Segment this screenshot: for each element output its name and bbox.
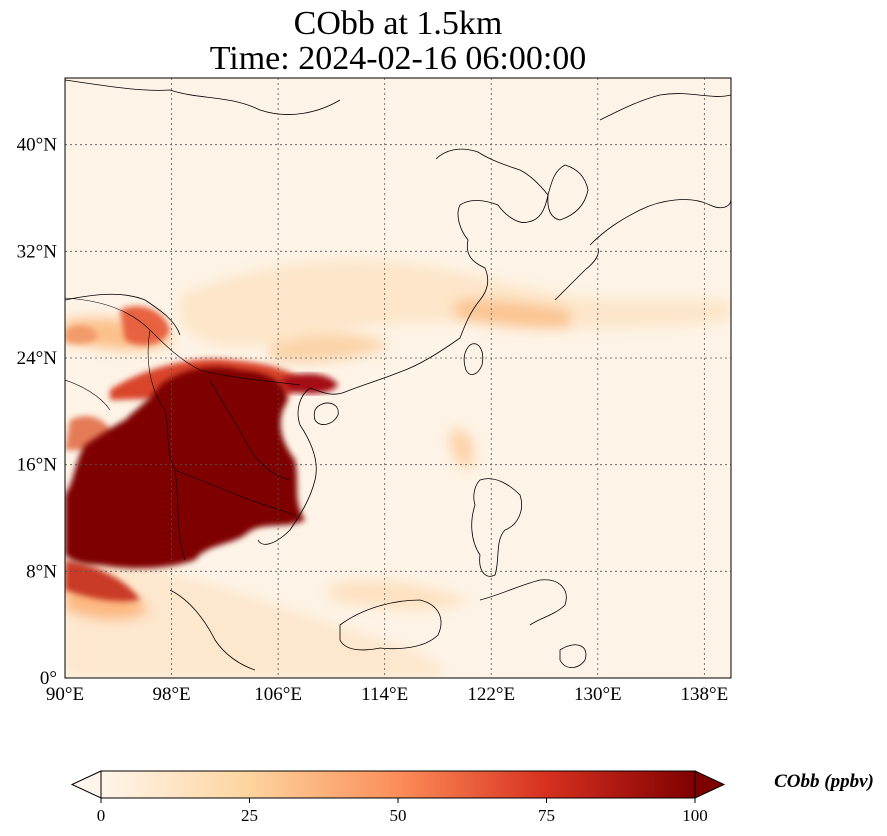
plume-dense — [65, 366, 305, 569]
lon-ticks: 90°E 98°E 106°E 114°E 122°E 130°E 138°E — [46, 684, 728, 705]
lat-tick-label: 32°N — [17, 241, 58, 262]
country-borders — [65, 297, 301, 561]
lon-tick-label: 114°E — [361, 684, 408, 705]
lat-tick-label: 0° — [40, 668, 57, 689]
lat-tick-label: 16°N — [17, 455, 58, 476]
colorbar-label: CObb (ppbv) — [774, 771, 874, 792]
lat-tick-label: 40°N — [17, 135, 58, 156]
colorbar-extend-high — [694, 770, 726, 799]
gridlines — [65, 78, 731, 678]
lat-tick-label: 24°N — [17, 348, 58, 369]
colorbar-extend-low — [70, 770, 102, 799]
colorbar-gradient — [101, 771, 695, 798]
lon-tick-label: 138°E — [681, 684, 729, 705]
lon-tick-label: 106°E — [254, 684, 302, 705]
plume-dense-east — [280, 373, 338, 394]
map-title: CObb at 1.5km — [293, 5, 503, 42]
lon-tick-label: 122°E — [467, 684, 515, 705]
colorbar-ticks: 0 25 50 75 100 — [97, 798, 708, 825]
lon-tick-label: 98°E — [152, 684, 190, 705]
coastlines — [65, 79, 731, 671]
colorbar-tick-label: 0 — [97, 806, 106, 825]
lat-tick-label: 8°N — [26, 561, 57, 582]
lat-ticks: 0° 8°N 16°N 24°N 32°N 40°N — [17, 135, 58, 689]
colorbar-tick-label: 25 — [241, 806, 258, 825]
colorbar-tick-label: 100 — [682, 806, 708, 825]
map-subtitle: Time: 2024-02-16 06:00:00 — [209, 40, 587, 77]
lon-tick-label: 130°E — [574, 684, 622, 705]
map-frame — [64, 77, 732, 679]
colorbar-tick-label: 50 — [390, 806, 407, 825]
lon-tick-label: 90°E — [46, 684, 84, 705]
colorbar-tick-label: 75 — [538, 806, 555, 825]
colorbar: 0 25 50 75 100 CObb (ppbv) — [70, 770, 874, 825]
